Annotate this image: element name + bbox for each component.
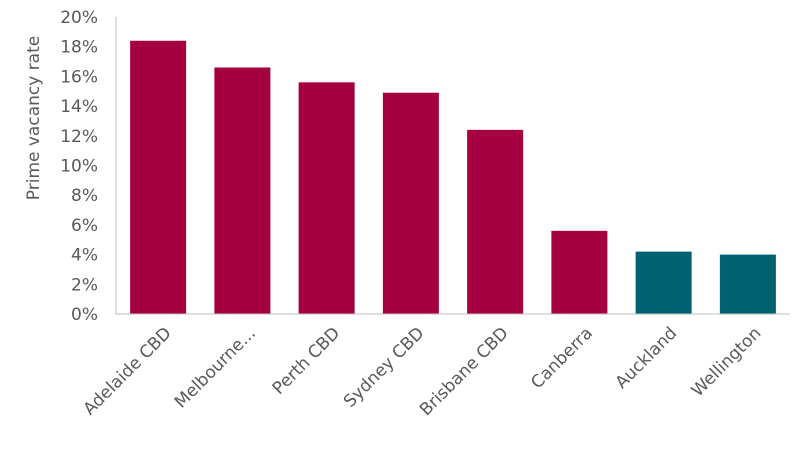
bar-melbourne (214, 67, 271, 315)
y-tick-label: 4% (71, 246, 98, 266)
y-tick-label: 14% (60, 97, 98, 117)
x-tick-label: Sydney CBD (340, 323, 428, 411)
bar-canberra (551, 230, 608, 314)
bar-perth-cbd (298, 82, 355, 314)
x-tick-label: Canberra (527, 323, 597, 393)
y-tick-label: 2% (71, 275, 98, 295)
bar-sydney-cbd (382, 92, 439, 314)
y-axis-ticks: 0% 2% 4% 6% 8% 10% 12% 14% 16% 18% 20% (60, 8, 98, 325)
bar-wellington (719, 254, 776, 314)
y-tick-label: 0% (71, 305, 98, 325)
y-tick-label: 18% (60, 38, 98, 58)
y-tick-label: 20% (60, 8, 98, 28)
y-axis-title: Prime vacancy rate (24, 36, 44, 200)
y-axis-title-group: Prime vacancy rate (24, 36, 44, 200)
x-tick-label: Adelaide CBD (80, 323, 176, 419)
x-tick-label: Perth CBD (269, 323, 344, 398)
axes (115, 17, 790, 315)
y-tick-label: 16% (60, 67, 98, 87)
x-tick-label: Wellington (688, 323, 766, 401)
y-tick-label: 6% (71, 216, 98, 236)
y-tick-label: 12% (60, 127, 98, 147)
bar-adelaide-cbd (130, 40, 187, 314)
x-tick-label: Auckland (612, 323, 682, 393)
bar-brisbane-cbd (467, 129, 524, 314)
bars (130, 40, 776, 315)
y-tick-label: 8% (71, 186, 98, 206)
bar-auckland (635, 251, 692, 314)
x-tick-label: Brisbane CBD (416, 323, 513, 420)
y-tick-label: 10% (60, 157, 98, 177)
x-tick-label: Melbourne... (171, 323, 260, 412)
